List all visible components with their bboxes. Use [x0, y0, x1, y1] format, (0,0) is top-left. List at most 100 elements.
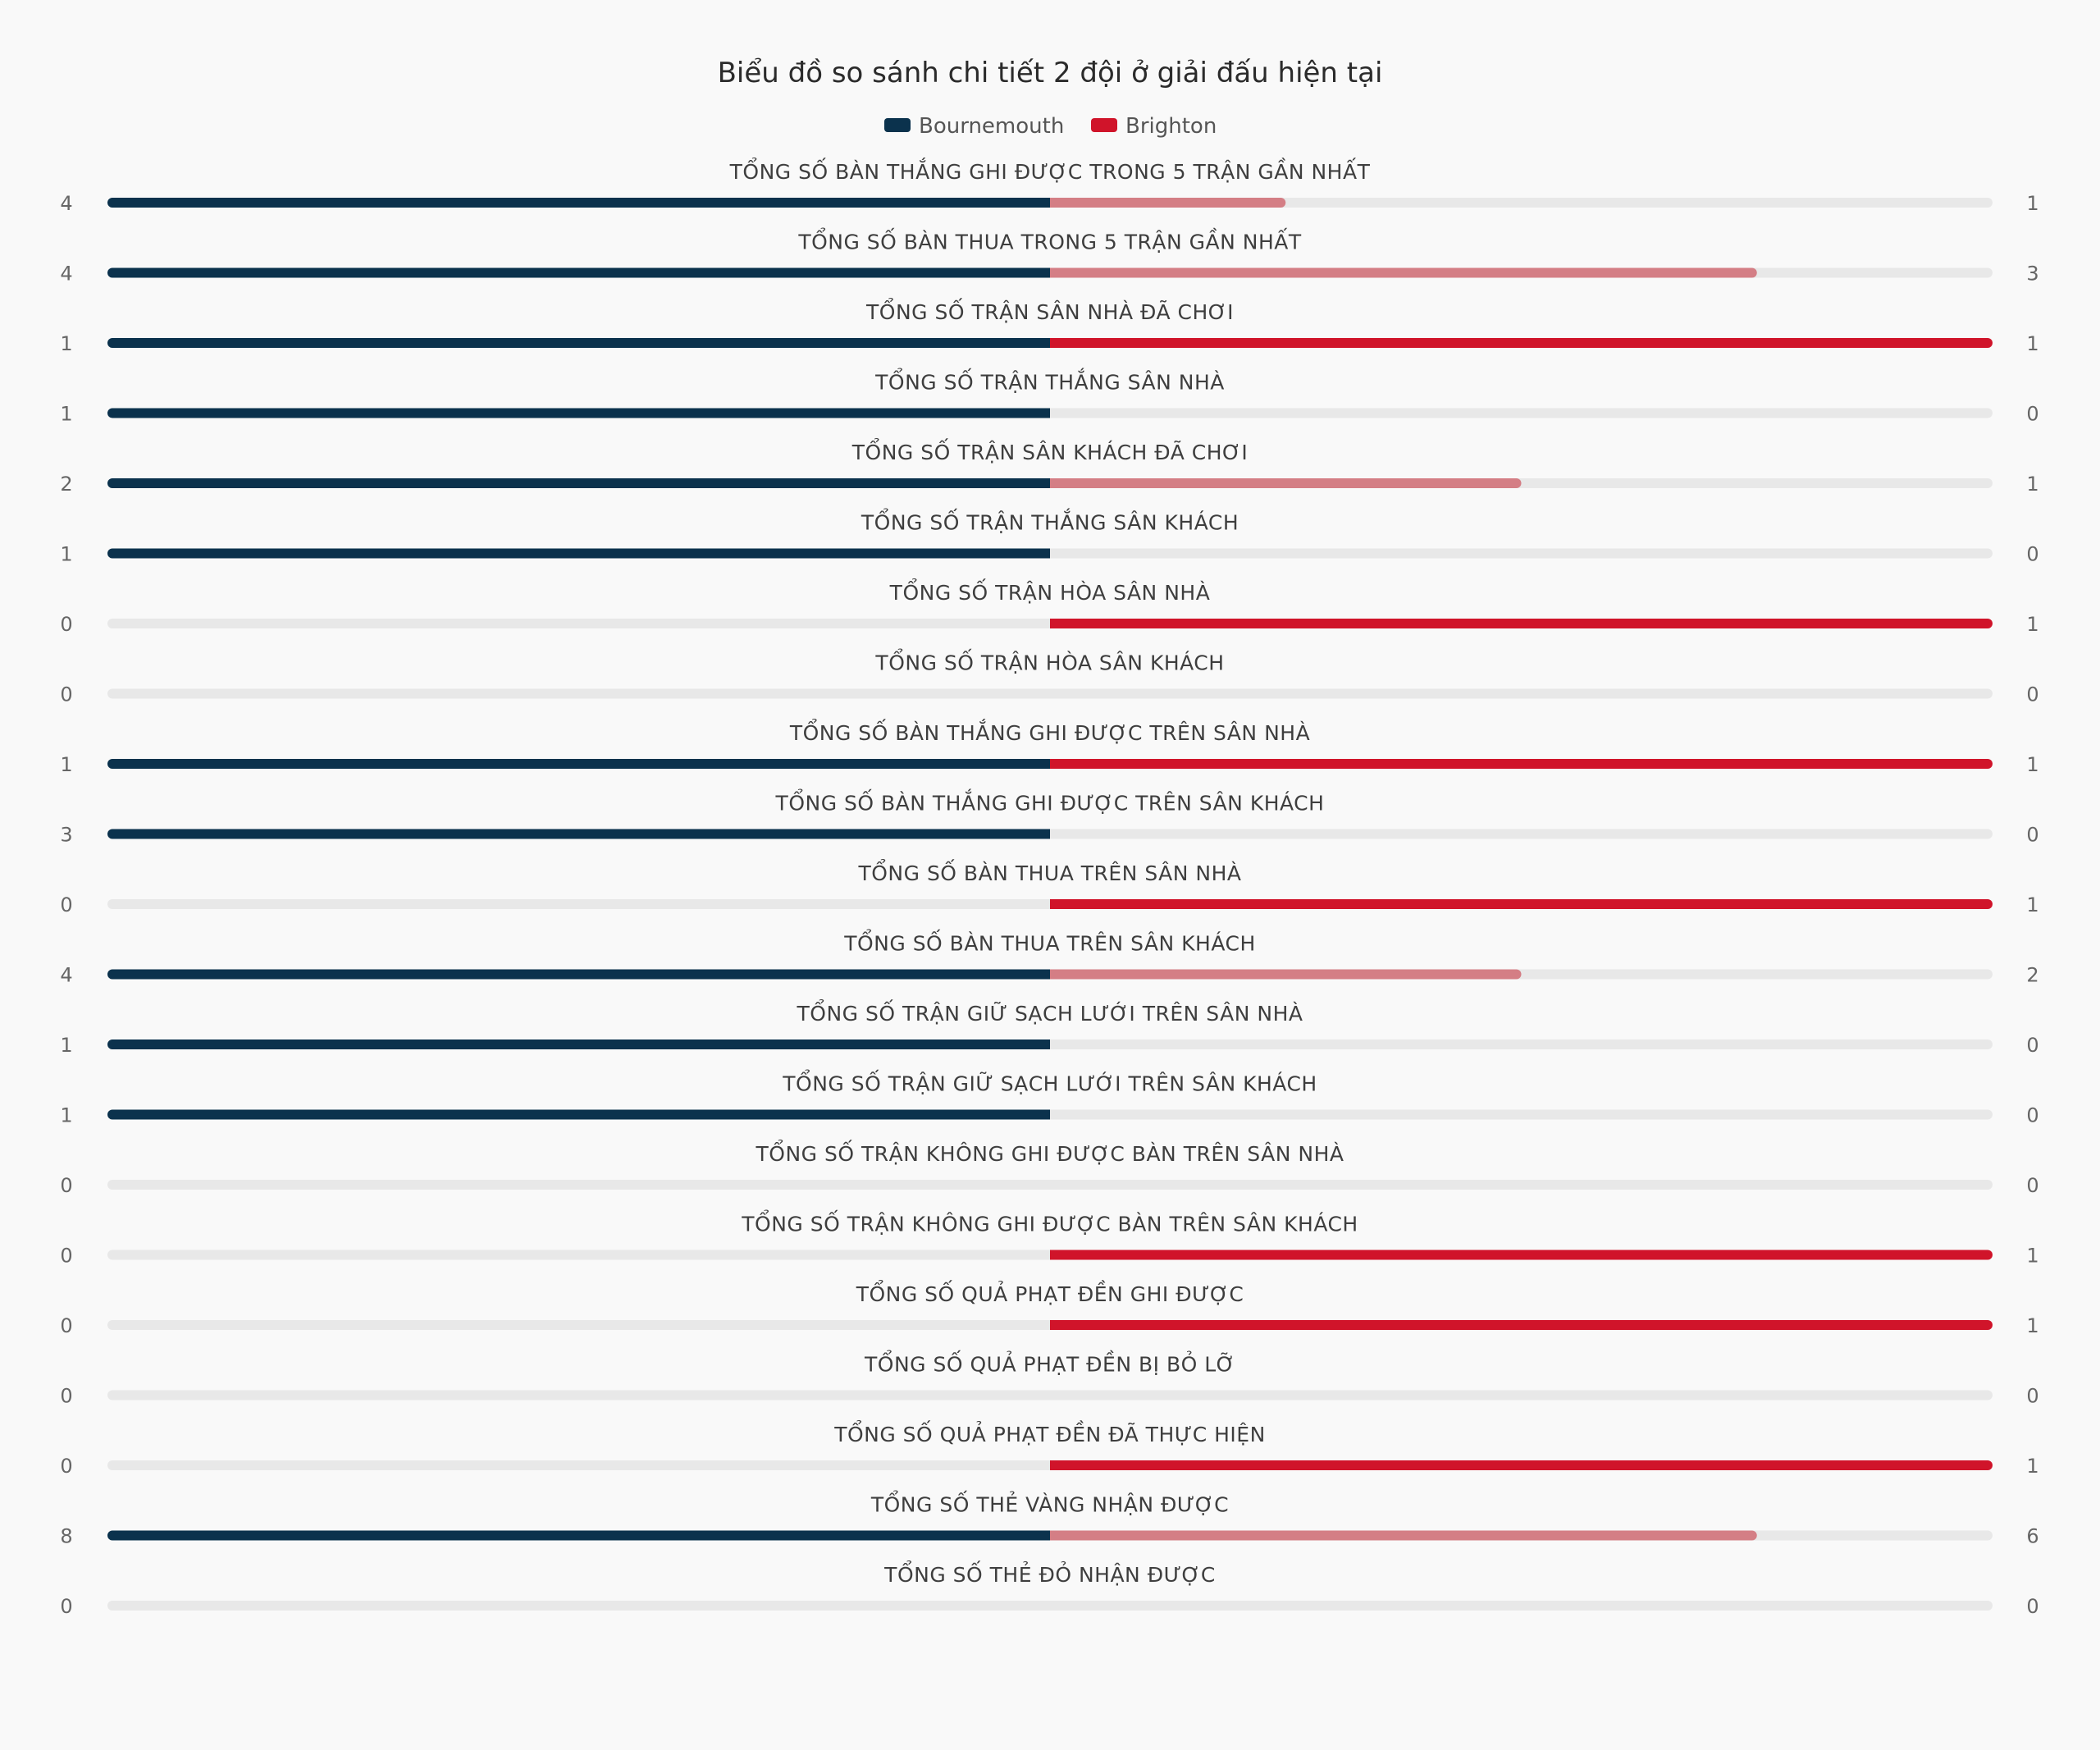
bar-brighton[interactable] — [1050, 1460, 1993, 1470]
chart-row: TỔNG SỐ BÀN THUA TRONG 5 TRẬN GẦN NHẤT 4 3 — [60, 227, 2038, 286]
row-label: TỔNG SỐ BÀN THẮNG GHI ĐƯỢC TRÊN SÂN NHÀ — [789, 718, 1310, 745]
value-label-brighton: 1 — [2026, 332, 2038, 355]
row-label: TỔNG SỐ THẺ ĐỎ NHẬN ĐƯỢC — [883, 1560, 1216, 1587]
value-label-bournemouth: 1 — [60, 543, 72, 566]
value-label-bournemouth: 0 — [60, 893, 72, 916]
value-label-bournemouth: 0 — [60, 1174, 72, 1197]
row-label: TỔNG SỐ TRẬN HÒA SÂN NHÀ — [889, 578, 1211, 605]
chart-rows: TỔNG SỐ BÀN THẮNG GHI ĐƯỢC TRONG 5 TRẬN … — [60, 157, 2038, 1618]
chart-row: TỔNG SỐ TRẬN HÒA SÂN NHÀ 0 1 — [60, 578, 2038, 636]
row-label: TỔNG SỐ TRẬN KHÔNG GHI ĐƯỢC BÀN TRÊN SÂN… — [756, 1139, 1344, 1166]
value-label-brighton: 1 — [2026, 753, 2038, 776]
legend-entry-bournemouth[interactable]: Bournemouth — [884, 114, 1064, 139]
row-label: TỔNG SỐ TRẬN THẮNG SÂN KHÁCH — [861, 508, 1239, 535]
bar-brighton[interactable] — [1050, 1320, 1993, 1330]
bar-bournemouth[interactable] — [107, 338, 1050, 348]
bar-brighton[interactable] — [1050, 899, 1993, 909]
value-label-brighton: 1 — [2026, 473, 2038, 496]
bar-brighton[interactable] — [1050, 1530, 1757, 1541]
value-label-brighton: 3 — [2026, 263, 2038, 286]
value-label-bournemouth: 4 — [60, 964, 72, 987]
value-label-brighton: 1 — [2026, 192, 2038, 215]
bar-bournemouth[interactable] — [107, 1109, 1050, 1120]
bar-brighton[interactable] — [1050, 759, 1993, 769]
value-label-brighton: 1 — [2026, 1314, 2038, 1337]
value-label-brighton: 2 — [2026, 964, 2038, 987]
row-label: TỔNG SỐ TRẬN KHÔNG GHI ĐƯỢC BÀN TRÊN SÂN… — [741, 1209, 1358, 1236]
row-label: TỔNG SỐ TRẬN THẮNG SÂN NHÀ — [874, 368, 1225, 395]
chart-row: TỔNG SỐ TRẬN THẮNG SÂN KHÁCH 1 0 — [60, 508, 2038, 566]
chart-row: TỔNG SỐ BÀN THẮNG GHI ĐƯỢC TRÊN SÂN KHÁC… — [60, 788, 2038, 847]
value-label-bournemouth: 8 — [60, 1525, 72, 1548]
bar-bournemouth[interactable] — [107, 1530, 1050, 1541]
value-label-brighton: 0 — [2026, 543, 2038, 566]
value-label-bournemouth: 4 — [60, 192, 72, 215]
chart-row: TỔNG SỐ TRẬN SÂN KHÁCH ĐÃ CHƠI 2 1 — [60, 437, 2038, 496]
bar-brighton[interactable] — [1050, 338, 1993, 348]
value-label-brighton: 0 — [2026, 824, 2038, 847]
row-label: TỔNG SỐ BÀN THUA TRÊN SÂN NHÀ — [857, 858, 1241, 885]
bar-brighton[interactable] — [1050, 969, 1522, 980]
bar-bournemouth[interactable] — [107, 759, 1050, 769]
bar-bournemouth[interactable] — [107, 969, 1050, 980]
value-label-bournemouth: 1 — [60, 332, 72, 355]
bar-brighton[interactable] — [1050, 267, 1757, 278]
legend-swatch-brighton — [1091, 118, 1117, 132]
bar-bournemouth[interactable] — [107, 478, 1050, 488]
bar-brighton[interactable] — [1050, 619, 1993, 628]
row-label: TỔNG SỐ BÀN THẮNG GHI ĐƯỢC TRONG 5 TRẬN … — [729, 157, 1371, 184]
row-label: TỔNG SỐ TRẬN SÂN KHÁCH ĐÃ CHƠI — [851, 437, 1248, 464]
bar-track — [107, 1601, 1993, 1611]
value-label-bournemouth: 0 — [60, 1455, 72, 1478]
row-label: TỔNG SỐ TRẬN GIỮ SẠCH LƯỚI TRÊN SÂN NHÀ — [797, 998, 1303, 1026]
bar-brighton[interactable] — [1050, 1250, 1993, 1260]
row-label: TỔNG SỐ TRẬN GIỮ SẠCH LƯỚI TRÊN SÂN KHÁC… — [782, 1069, 1317, 1096]
value-label-bournemouth: 0 — [60, 1314, 72, 1337]
value-label-bournemouth: 3 — [60, 824, 72, 847]
value-label-bournemouth: 4 — [60, 263, 72, 286]
chart-row: TỔNG SỐ TRẬN SÂN NHÀ ĐÃ CHƠI 1 1 — [60, 297, 2038, 355]
bar-bournemouth[interactable] — [107, 829, 1050, 839]
legend-label-brighton: Brighton — [1125, 114, 1217, 139]
bar-bournemouth[interactable] — [107, 548, 1050, 559]
bar-bournemouth[interactable] — [107, 1039, 1050, 1049]
bar-brighton[interactable] — [1050, 478, 1522, 488]
value-label-brighton: 0 — [2026, 1385, 2038, 1408]
bar-track — [107, 1180, 1993, 1190]
chart-row: TỔNG SỐ BÀN THUA TRÊN SÂN NHÀ 0 1 — [60, 858, 2038, 916]
chart-row: TỔNG SỐ TRẬN GIỮ SẠCH LƯỚI TRÊN SÂN NHÀ 1… — [60, 998, 2038, 1057]
value-label-brighton: 0 — [2026, 1595, 2038, 1618]
chart-row: TỔNG SỐ THẺ VÀNG NHẬN ĐƯỢC 8 6 — [60, 1490, 2038, 1548]
value-label-brighton: 0 — [2026, 1174, 2038, 1197]
row-label: TỔNG SỐ QUẢ PHẠT ĐỀN ĐÃ THỰC HIỆN — [833, 1419, 1266, 1446]
bar-track — [107, 1390, 1993, 1400]
legend-label-bournemouth: Bournemouth — [919, 114, 1064, 139]
chart-row: TỔNG SỐ TRẬN THẮNG SÂN NHÀ 1 0 — [60, 368, 2038, 426]
chart-row: TỔNG SỐ QUẢ PHẠT ĐỀN ĐÃ THỰC HIỆN 0 1 — [60, 1419, 2038, 1478]
chart-row: TỔNG SỐ TRẬN HÒA SÂN KHÁCH 0 0 — [60, 648, 2038, 706]
value-label-bournemouth: 1 — [60, 1034, 72, 1057]
value-label-bournemouth: 0 — [60, 613, 72, 636]
row-label: TỔNG SỐ QUẢ PHẠT ĐỀN GHI ĐƯỢC — [856, 1279, 1244, 1306]
chart-row: TỔNG SỐ TRẬN KHÔNG GHI ĐƯỢC BÀN TRÊN SÂN… — [60, 1209, 2038, 1268]
value-label-brighton: 0 — [2026, 1034, 2038, 1057]
value-label-brighton: 6 — [2026, 1525, 2038, 1548]
chart-row: TỔNG SỐ BÀN THUA TRÊN SÂN KHÁCH 4 2 — [60, 929, 2038, 987]
chart-row: TỔNG SỐ QUẢ PHẠT ĐỀN GHI ĐƯỢC 0 1 — [60, 1279, 2038, 1337]
legend-entry-brighton[interactable]: Brighton — [1091, 114, 1217, 139]
row-label: TỔNG SỐ BÀN THUA TRÊN SÂN KHÁCH — [843, 929, 1256, 956]
legend-swatch-bournemouth — [884, 118, 911, 132]
value-label-bournemouth: 0 — [60, 1595, 72, 1618]
value-label-brighton: 1 — [2026, 1455, 2038, 1478]
bar-bournemouth[interactable] — [107, 408, 1050, 418]
chart-row: TỔNG SỐ BÀN THẮNG GHI ĐƯỢC TRÊN SÂN NHÀ 1… — [60, 718, 2038, 776]
value-label-brighton: 1 — [2026, 613, 2038, 636]
bar-brighton[interactable] — [1050, 198, 1286, 208]
bar-track — [107, 688, 1993, 699]
bar-bournemouth[interactable] — [107, 198, 1050, 208]
row-label: TỔNG SỐ BÀN THUA TRONG 5 TRẬN GẦN NHẤT — [797, 227, 1302, 254]
row-label: TỔNG SỐ QUẢ PHẠT ĐỀN BỊ BỎ LỠ — [864, 1350, 1235, 1377]
chart-row: TỔNG SỐ QUẢ PHẠT ĐỀN BỊ BỎ LỠ 0 0 — [60, 1350, 2038, 1408]
bar-bournemouth[interactable] — [107, 267, 1050, 278]
